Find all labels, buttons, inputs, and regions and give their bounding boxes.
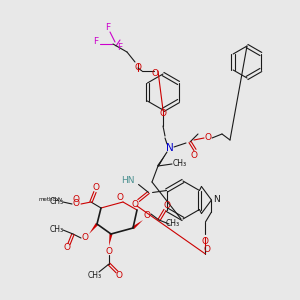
Text: O: O [164,202,170,211]
Text: F: F [93,38,99,46]
Text: O: O [116,272,122,280]
Text: O: O [134,62,142,71]
Text: CH₃: CH₃ [88,272,102,280]
Text: CH₃: CH₃ [50,226,64,235]
Text: O: O [160,109,167,118]
Text: F: F [117,44,123,52]
Text: N: N [213,196,220,205]
Text: O: O [82,233,88,242]
Polygon shape [89,223,98,234]
Text: O: O [116,193,124,202]
Text: O: O [204,245,211,254]
Text: O: O [73,196,80,205]
Text: O: O [202,238,209,247]
Text: O: O [143,212,151,220]
Text: O: O [92,184,100,193]
Text: F: F [105,23,111,32]
Text: O: O [73,200,80,208]
Polygon shape [157,152,167,166]
Text: O: O [152,68,158,77]
Text: CH₃: CH₃ [173,160,187,169]
Polygon shape [109,234,112,246]
Polygon shape [132,220,143,229]
Text: O: O [190,151,197,160]
Text: N: N [166,143,174,153]
Text: O: O [64,244,70,253]
Text: CH₃: CH₃ [166,220,180,229]
Text: HN: HN [121,176,134,185]
Text: O: O [205,134,212,142]
Text: CH₃: CH₃ [50,197,64,206]
Text: O: O [131,200,138,209]
Text: methoxy: methoxy [39,197,63,202]
Text: O: O [106,247,112,256]
